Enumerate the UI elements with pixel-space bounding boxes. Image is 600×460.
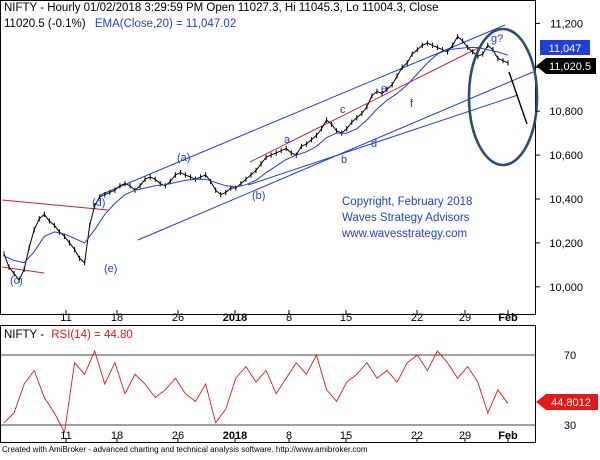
- wave-label-b-paren: (b): [252, 190, 265, 202]
- x-axis-label: 8: [286, 312, 292, 324]
- red-top-line: [1, 199, 109, 211]
- wave-label-c: c: [340, 104, 346, 116]
- price-axis-label: 10,000: [549, 282, 583, 294]
- x-axis-rsi-panel: 11 18 26 2018 8 15 22 29 Feb: [60, 430, 518, 442]
- x-axis-label: 15: [340, 312, 352, 324]
- price-header-line1: NIFTY - Hourly 01/02/2018 3:29:59 PM Ope…: [4, 2, 439, 14]
- copyright-line2: Waves Strategy Advisors: [342, 212, 470, 224]
- red-rising-line: [249, 47, 479, 163]
- wave-label-e-paren: (e): [104, 263, 117, 275]
- price-axis-label: 11,200: [550, 18, 583, 30]
- wave-label-a: a: [284, 134, 291, 146]
- svg-text:11020.5 (-0.1%) EMA(Close,: 11020.5 (-0.1%) EMA(Close,20) = 11,047.0…: [4, 18, 236, 30]
- price-axis-label: 10,400: [549, 194, 583, 206]
- forecast-line: [508, 71, 528, 125]
- rsi-line: [3, 349, 509, 434]
- x-axis-label: 29: [459, 312, 471, 324]
- x-axis-label: 26: [172, 312, 184, 324]
- x-axis-label: 29: [459, 430, 471, 442]
- footer-credit: Created with AmiBroker - advanced charti…: [2, 445, 368, 454]
- close-badge: 11,020.5: [536, 58, 596, 74]
- wave-label-g: g?: [491, 33, 503, 45]
- x-axis-label: 2018: [223, 430, 247, 442]
- x-axis-label: 15: [340, 430, 352, 442]
- wave-label-e: e: [381, 83, 387, 95]
- upper-channel-line: [99, 24, 506, 196]
- wave-label-d-paren: (d): [92, 197, 105, 209]
- ema-badge-text: 11,047: [549, 43, 582, 55]
- rsi-panel: [0, 325, 536, 443]
- rsi-badge-text: 44.8012: [551, 397, 591, 409]
- price-header-ema: EMA(Close,20) = 11,047.02: [95, 18, 236, 30]
- inner-channel-line: [247, 94, 519, 186]
- ema-series: [3, 47, 509, 264]
- copyright-line1: Copyright, February 2018: [342, 196, 472, 208]
- x-axis-label: 18: [111, 430, 123, 442]
- highlight-ellipse: [467, 27, 539, 167]
- price-header-close: 11020.5 (-0.1%): [4, 18, 86, 30]
- svg-text:NIFTY - RSI(14) = 44.80: NIFTY - RSI(14) = 44.80: [4, 329, 133, 341]
- rsi-axis-label: 70: [564, 350, 576, 362]
- wave-label-c-paren: (c): [10, 275, 23, 287]
- copyright-block: Copyright, February 2018 Waves Strategy …: [341, 196, 472, 240]
- rsi-axis-label: 30: [564, 420, 576, 432]
- copyright-line3: www.wavesstrategy.com: [341, 228, 467, 240]
- wave-label-f: f: [410, 98, 414, 110]
- close-badge-text: 11,020.5: [549, 61, 591, 73]
- x-axis-label: 11: [60, 312, 71, 324]
- x-axis-label: 18: [111, 312, 123, 324]
- rsi-series: [3, 349, 509, 434]
- x-axis-label: 8: [286, 430, 292, 442]
- x-axis-label: 2018: [223, 312, 247, 324]
- x-axis-label: 26: [172, 430, 184, 442]
- rsi-header-symbol: NIFTY -: [4, 329, 44, 341]
- price-axis: 11,20011,00010,80010,60010,40010,20010,0…: [535, 18, 583, 294]
- x-axis-label: 11: [60, 430, 71, 442]
- price-axis-label: 10,600: [549, 150, 583, 162]
- rsi-badge: 44.8012: [536, 394, 598, 410]
- x-axis-label: 22: [411, 312, 423, 324]
- x-axis-label: 22: [411, 430, 423, 442]
- ema-line: [3, 47, 509, 264]
- x-axis-label: Feb: [498, 430, 518, 442]
- price-axis-label: 10,800: [549, 106, 583, 118]
- x-axis-label: Feb: [498, 312, 518, 324]
- ema-badge: 11,047: [540, 40, 590, 55]
- channel-lines: [99, 24, 534, 241]
- rsi-header-indicator: RSI(14) = 44.80: [51, 329, 133, 341]
- wave-label-b: b: [341, 154, 347, 166]
- wave-label-a-paren: (a): [177, 152, 190, 164]
- wave-labels: (c) (d) (e) (a) (b) a b c d e f g?: [10, 33, 503, 287]
- x-axis-price-panel: 11 18 26 2018 8 15 22 29 Feb: [60, 310, 518, 324]
- rsi-axis: 70 30: [564, 350, 576, 432]
- price-axis-label: 10,200: [549, 238, 583, 250]
- price-panel: [0, 0, 536, 315]
- wave-label-d: d: [371, 138, 377, 150]
